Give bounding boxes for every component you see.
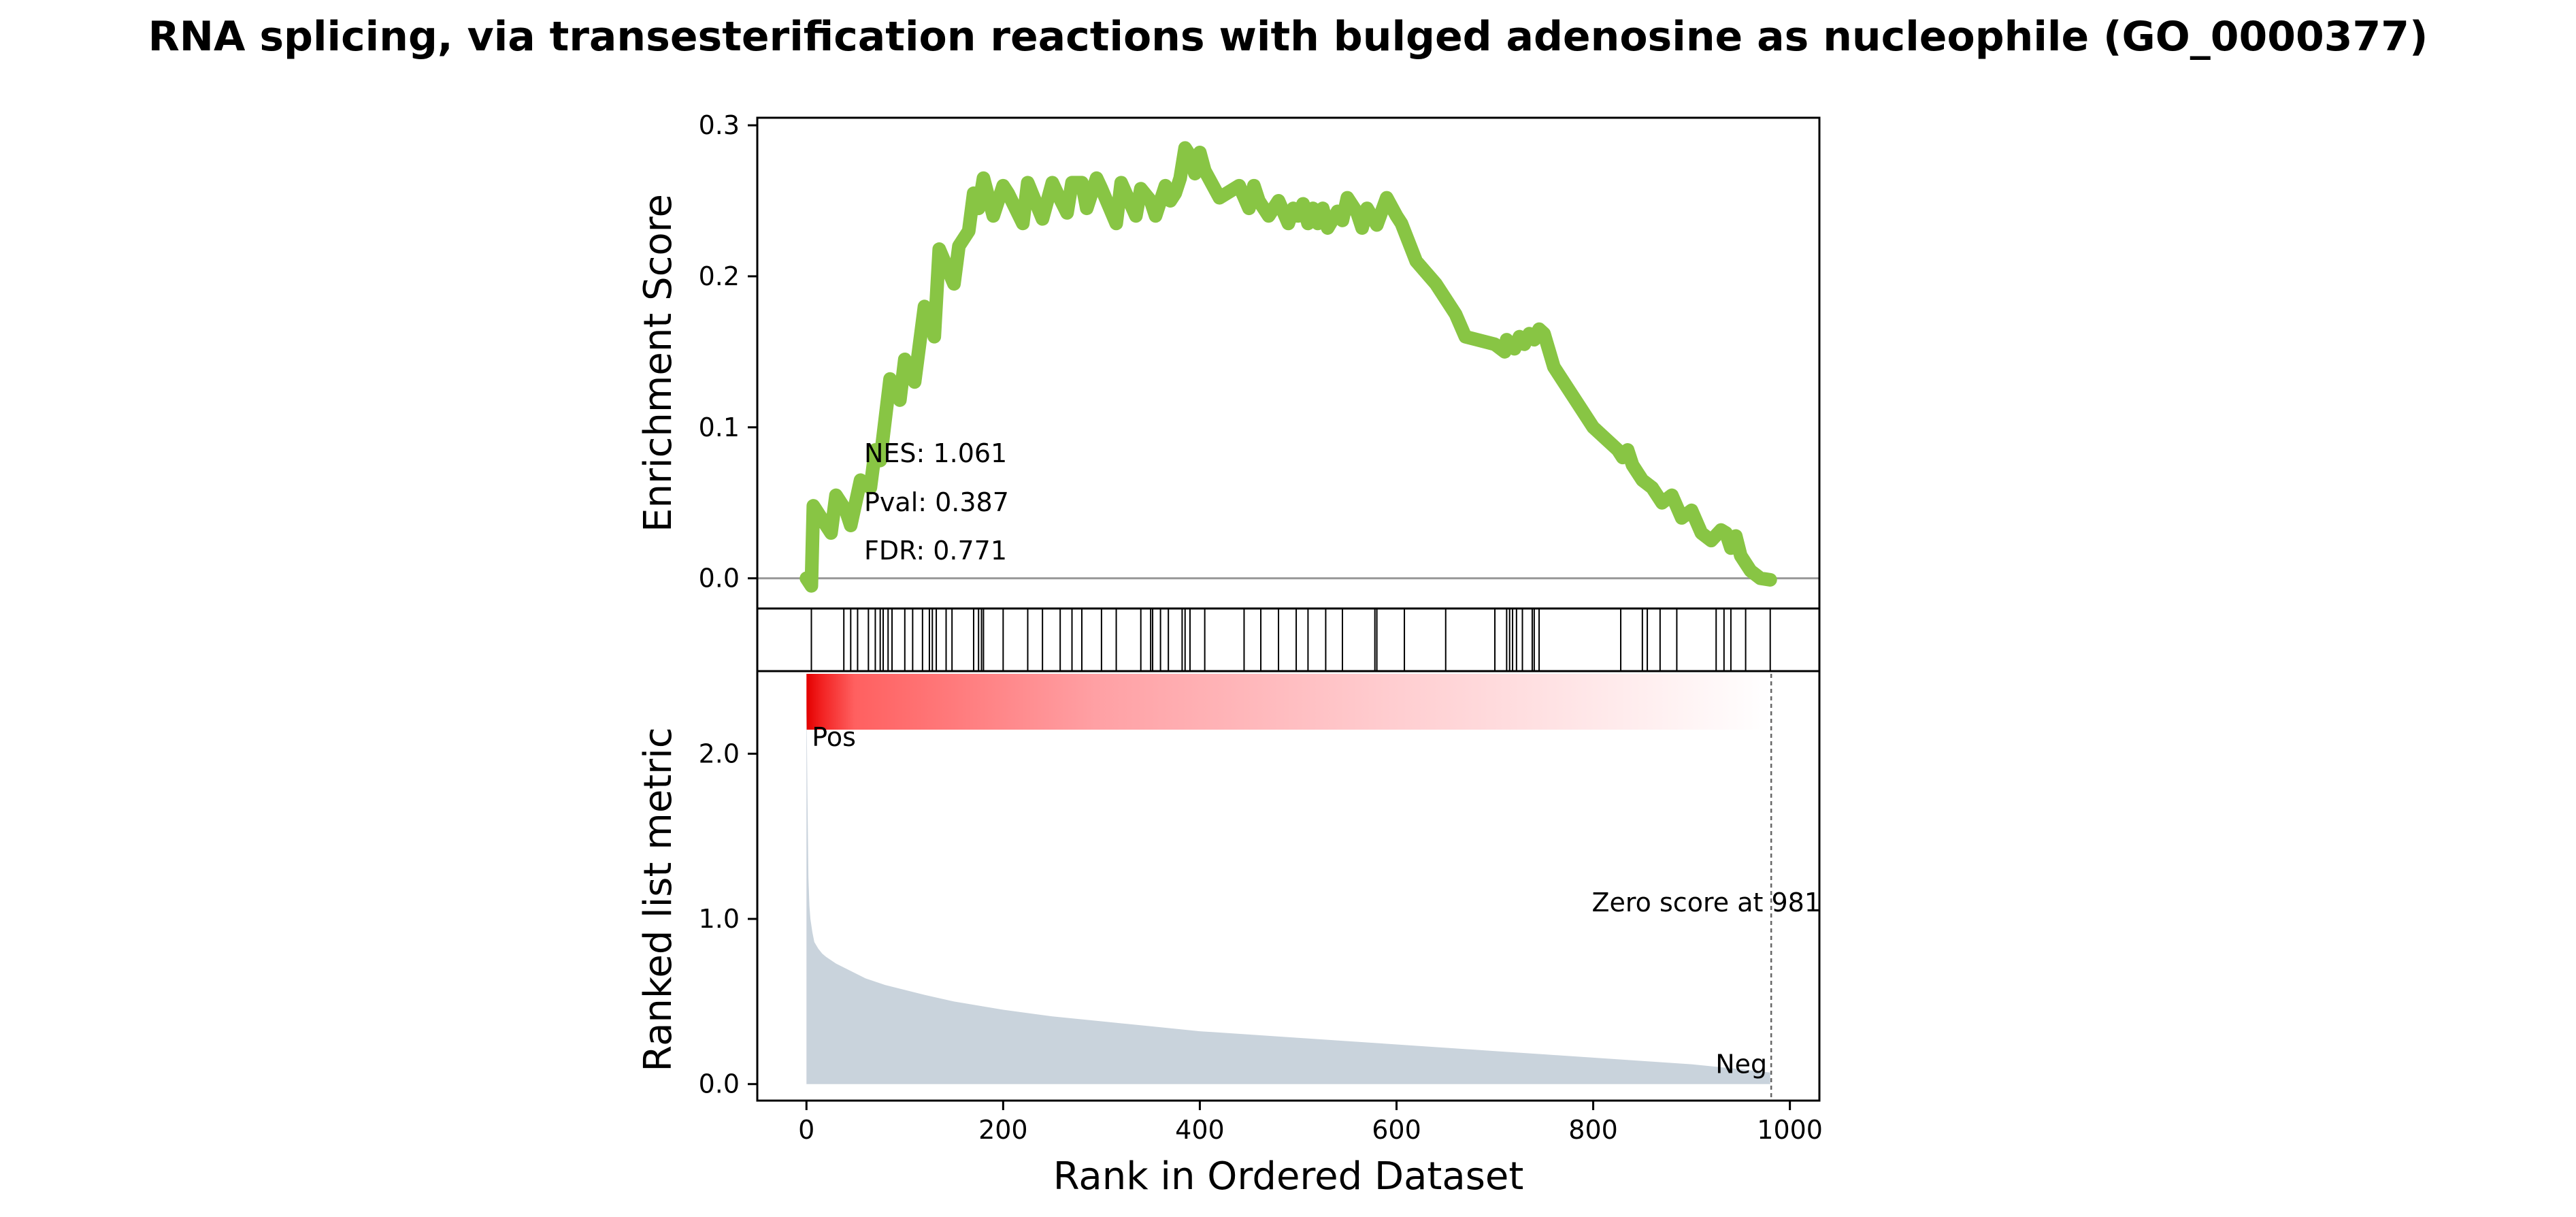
x-tick-label: 400	[1175, 1115, 1225, 1145]
pos-label: Pos	[812, 722, 856, 752]
x-tick-label: 800	[1568, 1115, 1618, 1145]
fdr-annotation: FDR: 0.771	[864, 536, 1007, 566]
es-y-tick-label: 0.2	[699, 261, 740, 291]
es-y-axis-label: Enrichment Score	[636, 194, 680, 532]
rank-y-axis-label: Ranked list metric	[636, 727, 680, 1071]
es-y-tick-label: 0.0	[699, 564, 740, 594]
enrichment-score-line	[799, 141, 1777, 593]
rank-heatmap-bar	[806, 674, 1772, 730]
ranked-metric-panel: Zero score at 981 Pos Neg 0.0 1.0 2.0 0 200…	[636, 670, 1823, 1199]
x-axis-label: Rank in Ordered Dataset	[1053, 1154, 1524, 1199]
rank-y-tick-label: 2.0	[699, 739, 740, 768]
x-tick-label: 600	[1372, 1115, 1421, 1145]
rank-y-ticks: 0.0 1.0 2.0	[699, 739, 757, 1099]
chart-title: RNA splicing, via transesterification re…	[148, 13, 2428, 61]
es-y-tick-label: 0.1	[699, 412, 740, 442]
x-tick-label: 0	[798, 1115, 814, 1145]
nes-annotation: NES: 1.061	[864, 438, 1007, 468]
es-y-tick-label: 0.3	[699, 110, 740, 140]
es-y-ticks: 0.0 0.1 0.2 0.3	[699, 110, 757, 594]
rank-y-tick-label: 0.0	[699, 1069, 740, 1099]
neg-label: Neg	[1715, 1050, 1767, 1080]
zero-score-label: Zero score at 981	[1591, 888, 1821, 918]
x-tick-label: 1000	[1757, 1115, 1823, 1145]
x-ticks: 0 200 400 600 800 1000	[798, 1101, 1823, 1145]
x-tick-label: 200	[978, 1115, 1028, 1145]
ranked-metric-area	[806, 696, 1770, 1084]
rank-panel-frame	[756, 670, 1821, 1102]
hit-lines	[810, 608, 1771, 671]
rank-y-tick-label: 1.0	[699, 904, 740, 934]
gene-hits-panel	[756, 607, 1821, 672]
enrichment-score-panel: 0.0 0.1 0.2 0.3 NES: 1.061 Pval: 0.387 FDR:…	[636, 110, 1821, 610]
pval-annotation: Pval: 0.387	[864, 487, 1009, 517]
